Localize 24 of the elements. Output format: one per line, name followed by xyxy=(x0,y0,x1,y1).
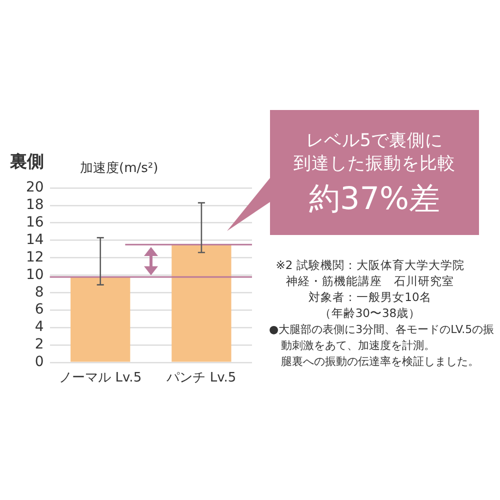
y-tick-label: 4 xyxy=(34,319,44,336)
y-tick-label: 18 xyxy=(26,197,44,214)
y-tick-label: 10 xyxy=(26,266,44,283)
text: 神経・筋機能講座 石川研究室 xyxy=(285,273,455,289)
y-tick-label: 2 xyxy=(34,336,44,353)
y-axis-title: 加速度(m/s²) xyxy=(80,160,158,177)
y-tick-label: 14 xyxy=(26,232,44,248)
text: 到達した振動を比較 xyxy=(292,153,456,176)
y-tick-label: 12 xyxy=(26,249,44,266)
text: 腿裏への振動の伝達率を検証しました。 xyxy=(280,354,480,370)
chart-title: 裏側 xyxy=(10,151,44,173)
y-tick-label: 16 xyxy=(26,214,44,231)
y-tick-label: 0 xyxy=(34,354,44,370)
text: レベル5で裏側に xyxy=(304,130,444,153)
y-tick-label: 8 xyxy=(34,284,44,300)
text: 対象者：一般男女10名 xyxy=(308,289,432,305)
y-tick-label: 6 xyxy=(34,302,44,318)
text: ●大腿部の表側に3分間、各モードのLV.5の振動刺激をあて、加速度を計測。 xyxy=(269,322,496,354)
y-tick-label: 20 xyxy=(26,180,44,196)
text: ※2 試験機関：大阪体育大学大学院 xyxy=(274,257,466,273)
text: （年齢30〜38歳） xyxy=(318,305,422,321)
x-tick-label: パンチ Lv.5 xyxy=(166,370,236,386)
x-tick-label: ノーマル Lv.5 xyxy=(59,370,142,386)
text: 約37%差 xyxy=(308,180,441,218)
